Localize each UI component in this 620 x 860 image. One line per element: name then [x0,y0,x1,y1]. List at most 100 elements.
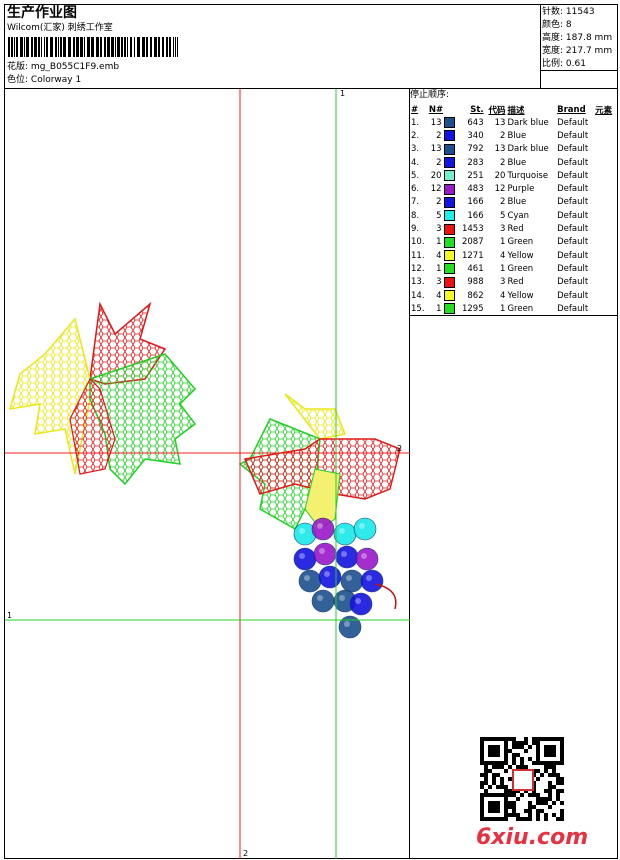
barcode-bar [158,37,160,57]
watermark: 6xiu.com [476,825,589,850]
qr-module [484,781,488,785]
qr-module [512,737,516,741]
sequence-row: 13. 3 988 3 Red Default [410,276,616,289]
qr-module [536,797,540,801]
qr-module [560,781,564,785]
swatch-cell [443,143,458,156]
barcode-bar [130,37,132,57]
grape-highlight [324,571,330,577]
brand: Default [557,250,589,261]
leaf-right [238,393,401,531]
stat: 宽度: 217.7 mm [542,45,612,58]
barcode-bar [137,37,140,57]
qr-module [492,777,496,781]
color-swatch [443,183,455,195]
qr-module [560,789,564,793]
grape-highlight [355,598,361,604]
barcode-bar [142,37,145,57]
needle: 1 [436,263,442,274]
qr-module [500,781,504,785]
qr-module [560,777,564,781]
barcode-bar [150,37,152,57]
description: Blue [507,130,527,141]
qr-module [524,809,528,813]
barcode-bar [24,37,25,57]
row-index: 6. [411,184,420,195]
qr-module [484,777,488,781]
grape-highlight [299,553,305,559]
description: Yellow [507,250,534,261]
qr-module [532,761,536,765]
qr-module [512,745,516,749]
swatch-cell [443,156,458,169]
barcode-bar [87,37,90,57]
description: Cyan [507,210,530,221]
qr-finder [480,737,508,765]
qr-module [548,765,552,769]
qr-module [532,741,536,745]
qr-module [484,765,488,769]
design-label: 花版: [7,62,29,72]
color-swatch [443,143,455,155]
qr-module [528,809,532,813]
qr-module [552,765,556,769]
qr-module [544,789,548,793]
element [594,209,616,222]
qr-module [512,753,516,757]
row-index: 8. [411,210,420,221]
description: Purple [507,184,535,195]
barcode-bar [58,37,59,57]
swatch-cell [443,129,458,142]
swatch-cell [443,116,458,129]
grape-highlight [339,528,345,534]
barcode-bar [173,37,174,57]
qr-module [496,773,500,777]
color-swatch [443,117,455,129]
qr-module [552,785,556,789]
qr-module [520,793,524,797]
grape [311,517,335,541]
barcode-bar [166,37,168,57]
barcode-bar [68,37,71,57]
element [594,196,616,209]
barcode-bar [84,37,85,57]
grape [335,545,359,569]
qr-module [544,817,548,821]
stat: 针数: 11543 [542,6,612,19]
qr-module [508,765,512,769]
qr-module [508,793,512,797]
grape [318,565,342,589]
qr-finder [488,801,500,813]
needle: 3 [436,224,442,235]
qr-module [508,777,512,781]
brand: Default [557,184,589,195]
qr-module [548,785,552,789]
colorway-line: 色位: Colorway 1 [7,75,81,86]
swatch-cell [443,209,458,222]
qr-module [528,813,532,817]
code: 4 [500,290,506,301]
description: Turquoise [507,170,549,181]
color-swatch [443,290,455,301]
stats-box [540,4,618,71]
row-index: 7. [411,197,420,208]
element [594,302,616,315]
stitches: 862 [467,290,484,301]
stat-label: 颜色: [542,20,564,30]
grape [340,569,364,593]
qr-module [544,813,548,817]
element [594,289,616,302]
brand: Default [557,277,589,288]
code: 3 [500,277,506,288]
needle: 12 [430,184,442,195]
element [594,143,616,156]
brand: Default [557,130,589,141]
qr-module [508,789,512,793]
stat-value: 0.61 [565,59,586,69]
stitches: 461 [467,263,484,274]
barcode-bar [100,37,102,57]
element [594,276,616,289]
guide-label: 1 [340,89,345,98]
design-line: 花版: mg_B055C1F9.emb [7,62,119,73]
grape [313,542,337,566]
